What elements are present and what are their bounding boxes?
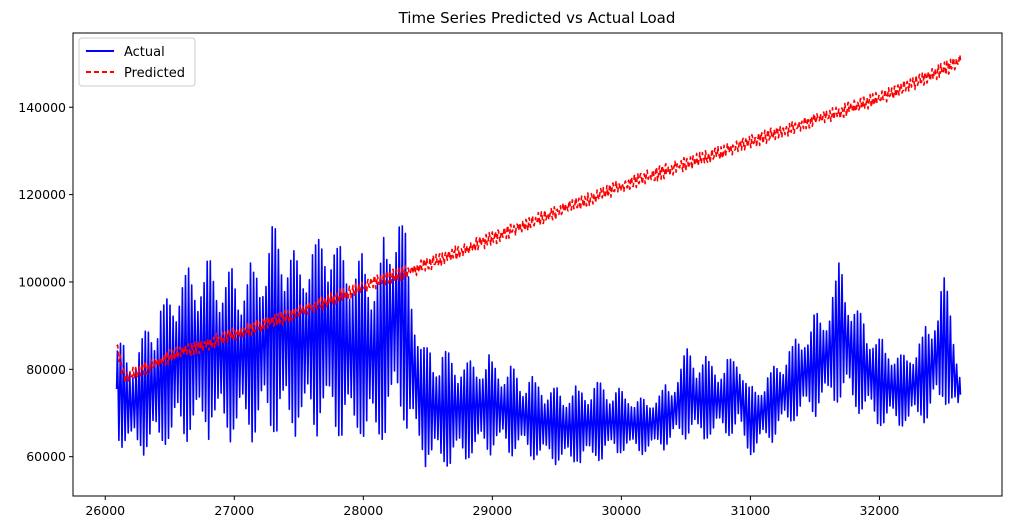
plot-area [72,32,1003,497]
x-tick-label: 26000 [85,503,125,518]
legend: Actual Predicted [78,37,196,87]
y-tick-label: 120000 [18,187,66,202]
plot-frame [72,32,1003,497]
y-tick-label: 60000 [26,449,66,464]
x-tick-label: 31000 [731,503,771,518]
x-axis: 26000 27000 28000 29000 30000 31000 32000 [85,496,899,518]
y-tick-label: 100000 [18,274,66,289]
x-tick-label: 28000 [343,503,383,518]
x-tick-label: 32000 [860,503,900,518]
series-actual [115,225,962,468]
y-axis: 60000 80000 100000 120000 140000 [18,100,73,464]
x-tick-label: 30000 [601,503,641,518]
chart-title: Time Series Predicted vs Actual Load [398,9,676,27]
legend-label-actual: Actual [124,45,165,60]
x-tick-label: 27000 [214,503,254,518]
x-tick-label: 29000 [472,503,512,518]
series-predicted [116,54,962,384]
y-tick-label: 80000 [26,362,66,377]
y-tick-label: 140000 [18,100,66,115]
legend-label-predicted: Predicted [124,66,185,81]
